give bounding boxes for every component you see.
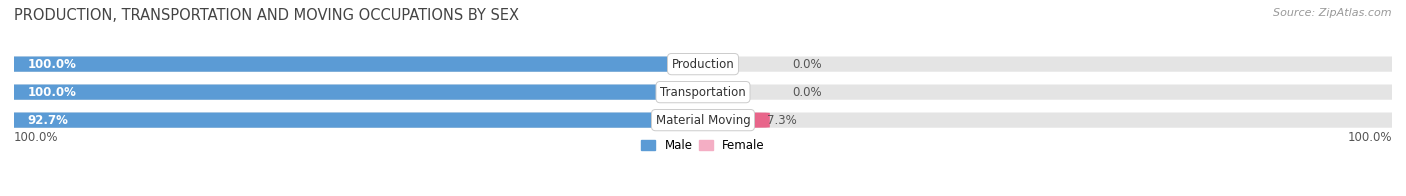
FancyBboxPatch shape	[686, 113, 770, 128]
FancyBboxPatch shape	[0, 113, 669, 128]
Text: 100.0%: 100.0%	[28, 58, 77, 71]
Text: 100.0%: 100.0%	[1347, 131, 1392, 144]
FancyBboxPatch shape	[0, 84, 720, 100]
Legend: Male, Female: Male, Female	[637, 134, 769, 157]
Text: PRODUCTION, TRANSPORTATION AND MOVING OCCUPATIONS BY SEX: PRODUCTION, TRANSPORTATION AND MOVING OC…	[14, 8, 519, 23]
Text: 100.0%: 100.0%	[28, 86, 77, 99]
Text: Transportation: Transportation	[661, 86, 745, 99]
Text: Material Moving: Material Moving	[655, 114, 751, 127]
FancyBboxPatch shape	[0, 56, 1406, 72]
FancyBboxPatch shape	[0, 56, 720, 72]
Text: 7.3%: 7.3%	[768, 114, 797, 127]
Text: 100.0%: 100.0%	[14, 131, 59, 144]
Text: Source: ZipAtlas.com: Source: ZipAtlas.com	[1274, 8, 1392, 18]
Text: 92.7%: 92.7%	[28, 114, 69, 127]
FancyBboxPatch shape	[0, 84, 1406, 100]
Text: 0.0%: 0.0%	[793, 86, 823, 99]
Text: 0.0%: 0.0%	[793, 58, 823, 71]
FancyBboxPatch shape	[0, 113, 1406, 128]
Text: Production: Production	[672, 58, 734, 71]
